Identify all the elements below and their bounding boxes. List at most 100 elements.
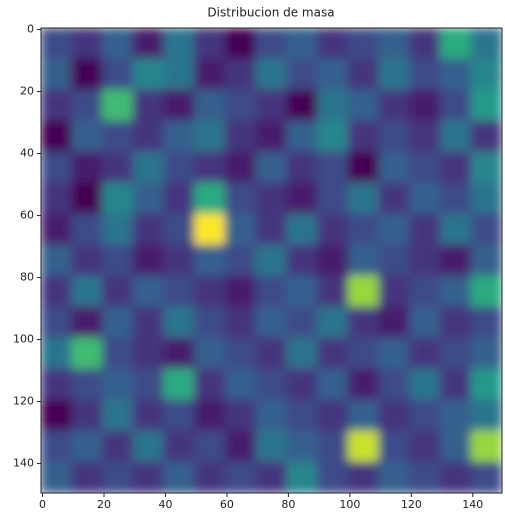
cell xyxy=(255,368,288,401)
cell xyxy=(347,306,380,339)
cell xyxy=(41,28,73,60)
cell xyxy=(440,213,472,246)
cell xyxy=(224,151,257,184)
cell xyxy=(194,368,226,401)
cell xyxy=(255,28,288,60)
cell xyxy=(440,58,472,91)
cell xyxy=(71,58,103,91)
cell xyxy=(41,275,73,308)
y-tick-label: 60 xyxy=(20,209,34,222)
cell xyxy=(41,58,73,91)
x-tick-label: 120 xyxy=(401,498,422,511)
chart-title: Distribucion de masa xyxy=(207,6,334,20)
cell xyxy=(132,28,165,60)
cell xyxy=(194,151,226,184)
cell xyxy=(255,151,288,184)
cell xyxy=(440,337,472,370)
cell xyxy=(71,213,103,246)
cell xyxy=(286,399,319,432)
cell xyxy=(409,151,442,184)
cell xyxy=(347,213,380,246)
y-tick-label: 40 xyxy=(20,147,34,160)
cell xyxy=(286,275,319,308)
cell xyxy=(317,244,349,277)
cell xyxy=(317,368,349,401)
y-tick-label: 80 xyxy=(20,271,34,284)
cell xyxy=(224,430,257,463)
cell xyxy=(470,368,502,401)
cell xyxy=(347,120,380,153)
cell xyxy=(224,213,257,246)
cell xyxy=(71,461,103,493)
cell xyxy=(378,182,411,215)
plot-frame xyxy=(40,27,503,494)
cell xyxy=(409,28,442,60)
cell xyxy=(470,430,502,463)
cell xyxy=(194,58,226,91)
cell xyxy=(347,368,380,401)
cell xyxy=(41,337,73,370)
cell xyxy=(440,182,472,215)
cell xyxy=(440,399,472,432)
cell xyxy=(470,182,502,215)
cell xyxy=(224,244,257,277)
cell xyxy=(194,306,226,339)
cell xyxy=(286,58,319,91)
cell xyxy=(101,430,134,463)
cell xyxy=(347,461,380,493)
cell xyxy=(132,399,165,432)
cell xyxy=(132,461,165,493)
cell xyxy=(470,461,502,493)
heatmap xyxy=(41,28,502,493)
x-tick-label: 100 xyxy=(339,498,360,511)
cell xyxy=(255,213,288,246)
cell xyxy=(41,399,73,432)
cell xyxy=(101,89,134,122)
cell xyxy=(71,306,103,339)
cell xyxy=(163,337,196,370)
cell xyxy=(41,244,73,277)
cell xyxy=(347,182,380,215)
cell xyxy=(132,213,165,246)
cell xyxy=(409,430,442,463)
cell xyxy=(194,244,226,277)
cell xyxy=(71,28,103,60)
cell xyxy=(41,430,73,463)
cell xyxy=(41,461,73,493)
cell xyxy=(101,275,134,308)
cell xyxy=(255,337,288,370)
x-tick-label: 140 xyxy=(462,498,483,511)
cell xyxy=(41,306,73,339)
cell xyxy=(41,213,73,246)
cell xyxy=(347,89,380,122)
cell xyxy=(378,306,411,339)
cell xyxy=(317,275,349,308)
cell xyxy=(194,182,226,215)
cell xyxy=(71,337,103,370)
cell xyxy=(286,337,319,370)
cell xyxy=(101,368,134,401)
cell xyxy=(286,244,319,277)
cell xyxy=(71,430,103,463)
cell xyxy=(255,430,288,463)
x-tick-label: 20 xyxy=(97,498,111,511)
cell xyxy=(409,399,442,432)
cell xyxy=(470,120,502,153)
cell xyxy=(101,58,134,91)
cell xyxy=(132,182,165,215)
cell xyxy=(132,337,165,370)
cell xyxy=(378,151,411,184)
cell xyxy=(409,244,442,277)
cell xyxy=(470,28,502,60)
heatmap-cells xyxy=(41,28,502,493)
cell xyxy=(224,182,257,215)
cell xyxy=(440,120,472,153)
cell xyxy=(224,461,257,493)
cell xyxy=(163,244,196,277)
cell xyxy=(41,151,73,184)
cell xyxy=(286,213,319,246)
cell xyxy=(378,275,411,308)
y-tick-label: 120 xyxy=(13,395,34,408)
cell xyxy=(101,151,134,184)
cell xyxy=(194,337,226,370)
